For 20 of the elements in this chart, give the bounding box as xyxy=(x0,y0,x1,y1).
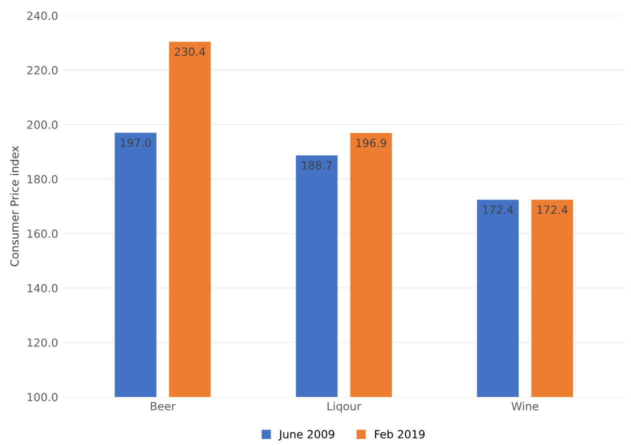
y-tick-label: 180.0 xyxy=(28,175,58,184)
y-tick-label: 200.0 xyxy=(27,120,58,129)
data-label: 196.9 xyxy=(356,138,386,148)
x-tick-label: Beer xyxy=(150,402,176,410)
data-label: 230.4 xyxy=(174,48,206,56)
y-tick-label: 120.0 xyxy=(28,338,58,347)
legend-label: Feb 2019 xyxy=(375,430,425,438)
y-axis-title: Consumer Price index xyxy=(10,146,19,266)
y-tick-label: 100.0 xyxy=(28,392,58,402)
y-tick-label: 220.0 xyxy=(27,66,58,74)
x-tick-label: Wine xyxy=(512,402,538,410)
y-tick-label: 240.0 xyxy=(27,12,58,20)
legend-label: June 2009 xyxy=(278,430,334,440)
data-label: 172.4 xyxy=(483,205,514,214)
data-label: 172.4 xyxy=(538,205,568,214)
y-tick-label: 140.0 xyxy=(28,284,58,292)
data-label: 197.0 xyxy=(120,138,151,147)
data-label: 188.7 xyxy=(302,161,332,170)
x-tick-label: Liqour xyxy=(328,402,362,413)
y-tick-label: 160.0 xyxy=(28,229,58,238)
